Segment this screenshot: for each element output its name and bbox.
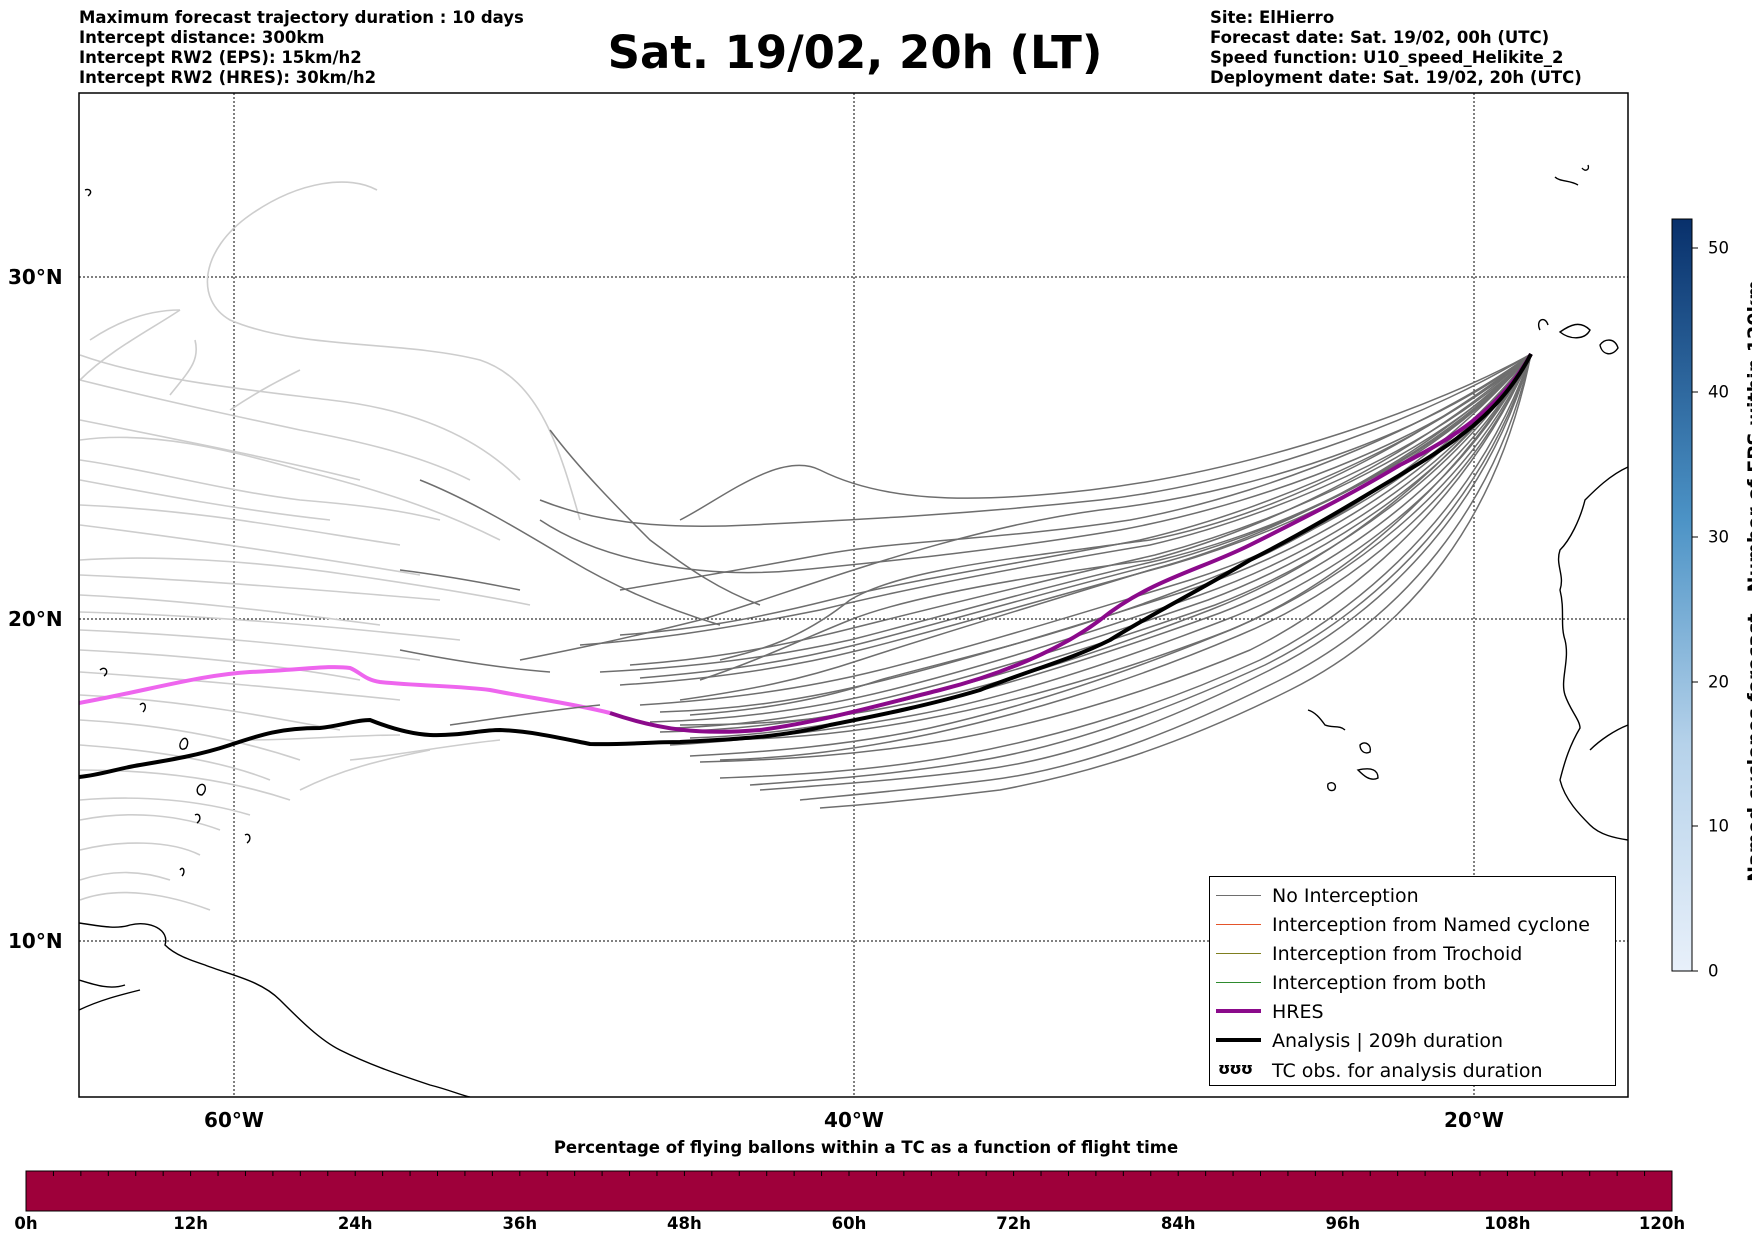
legend-label: TC obs. for analysis duration — [1272, 1060, 1543, 1082]
right-cb-tick-0: 0 — [1708, 961, 1719, 981]
legend-item-both: Interception from both — [1210, 969, 1615, 998]
legend-item-tc-obs: ʊʊʊ TC obs. for analysis duration — [1210, 1057, 1615, 1086]
legend-swatch — [1216, 895, 1261, 896]
right-cb-tick-50: 50 — [1708, 238, 1729, 258]
hour-label-12h: 12h — [173, 1214, 208, 1233]
legend-item-analysis: Analysis | 209h duration — [1210, 1027, 1615, 1056]
lon-label-40w: 40°W — [824, 1108, 884, 1132]
header-line-deployment-date: Deployment date: Sat. 19/02, 20h (UTC) — [1210, 68, 1582, 87]
legend-label: No Interception — [1272, 885, 1419, 907]
hres-track-faded — [79, 665, 611, 715]
header-info-left: Maximum forecast trajectory duration : 1… — [79, 8, 524, 88]
coastlines — [79, 164, 1628, 1097]
hres-track — [609, 353, 1533, 734]
legend-item-named-cyclone: Interception from Named cyclone — [1210, 911, 1615, 940]
tc-symbol-icon: ʊʊʊ — [1218, 1059, 1253, 1078]
right-cb-tick-20: 20 — [1708, 672, 1729, 692]
legend-label: Interception from both — [1272, 972, 1487, 994]
legend-label: HRES — [1272, 1001, 1324, 1023]
hour-label-96h: 96h — [1325, 1214, 1361, 1233]
legend-swatch — [1216, 924, 1261, 925]
right-cb-tick-10: 10 — [1708, 816, 1729, 836]
bottom-colorbar-title: Percentage of flying ballons within a TC… — [553, 1138, 1179, 1157]
map-frame — [78, 92, 1629, 1098]
legend-swatch — [1216, 1009, 1261, 1013]
hour-label-0h: 0h — [14, 1214, 38, 1233]
analysis-track — [79, 353, 1533, 779]
header-line-speed-function: Speed function: U10_speed_Helikite_2 — [1210, 48, 1564, 67]
hour-label-48h: 48h — [667, 1214, 702, 1233]
header-line-rw2-hres: Intercept RW2 (HRES): 30km/h2 — [79, 68, 377, 87]
bottom-colorbar-ticks — [52, 1171, 1646, 1176]
hour-label-120h: 120h — [1638, 1214, 1686, 1233]
lat-label-10n: 10°N — [8, 929, 63, 953]
legend-item-hres: HRES — [1210, 998, 1615, 1027]
legend-label: Interception from Named cyclone — [1272, 914, 1590, 936]
right-cb-tick-30: 30 — [1708, 527, 1729, 547]
legend-label: Analysis | 209h duration — [1272, 1030, 1504, 1052]
legend-label: Interception from Trochoid — [1272, 943, 1523, 965]
hour-label-36h: 36h — [502, 1214, 538, 1233]
hour-label-108h: 108h — [1484, 1214, 1531, 1233]
right-colorbar-title: Named cyclones forecast - Number of EPS … — [1740, 226, 1752, 936]
hour-label-72h: 72h — [996, 1214, 1031, 1233]
right-colorbar — [1671, 218, 1693, 972]
bottom-colorbar — [25, 1170, 1673, 1212]
header-line-rw2-eps: Intercept RW2 (EPS): 15km/h2 — [79, 48, 362, 67]
map-legend: No Interception Interception from Named … — [1209, 876, 1616, 1086]
legend-swatch — [1216, 1038, 1261, 1042]
lat-label-30n: 30°N — [8, 265, 63, 289]
page-title: Sat. 19/02, 20h (LT) — [607, 26, 1103, 79]
header-line-forecast-date: Forecast date: Sat. 19/02, 00h (UTC) — [1210, 28, 1550, 47]
header-info-right: Site: ElHierro Forecast date: Sat. 19/02… — [1210, 8, 1582, 88]
right-colorbar-ticks — [1692, 247, 1698, 972]
lat-label-20n: 20°N — [8, 607, 63, 631]
lon-label-60w: 60°W — [204, 1108, 264, 1132]
right-cb-tick-40: 40 — [1708, 382, 1729, 402]
hour-label-84h: 84h — [1160, 1214, 1196, 1233]
right-colorbar-title-text: Named cyclones forecast - Number of EPS … — [1744, 280, 1752, 882]
legend-swatch — [1216, 953, 1261, 954]
hour-label-24h: 24h — [337, 1214, 373, 1233]
legend-swatch — [1216, 982, 1261, 983]
legend-item-trochoid: Interception from Trochoid — [1210, 940, 1615, 969]
header-line-site: Site: ElHierro — [1210, 8, 1335, 27]
header-line-intercept-distance: Intercept distance: 300km — [79, 28, 325, 47]
lon-label-20w: 20°W — [1444, 1108, 1504, 1132]
header-line-max-duration: Maximum forecast trajectory duration : 1… — [79, 8, 524, 27]
hour-label-60h: 60h — [831, 1214, 867, 1233]
eps-tracks-faded — [79, 181, 581, 911]
legend-item-no-interception: No Interception — [1210, 882, 1615, 911]
